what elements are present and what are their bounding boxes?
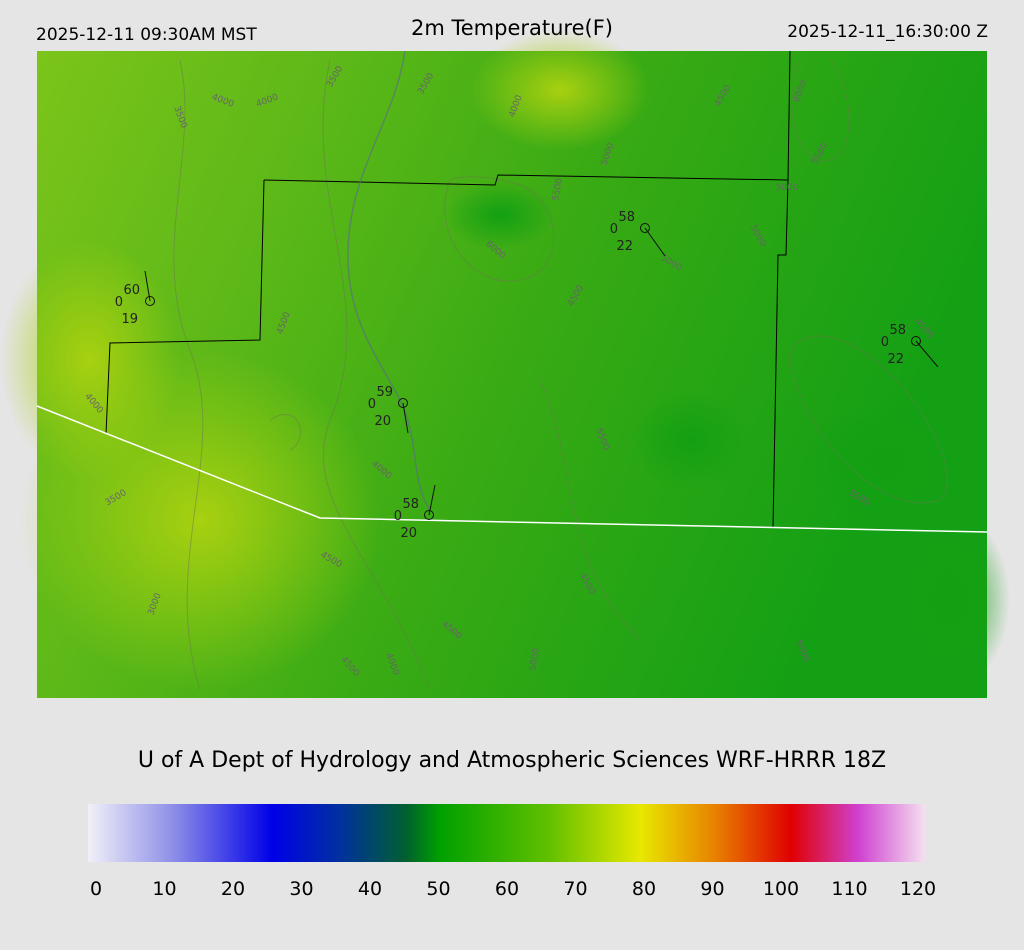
borders (105, 50, 791, 529)
highway (36, 405, 988, 533)
wind-barb (402, 402, 409, 434)
colorbar-tick-label: 70 (563, 878, 587, 900)
wind-barb (644, 227, 666, 257)
station-dewpoint: 22 (616, 239, 633, 254)
station-temp: 58 (402, 497, 419, 512)
river (347, 50, 431, 511)
colorbar-tick-label: 20 (221, 878, 245, 900)
station-wind: 0 (115, 295, 123, 310)
contour-label: 5000 (776, 183, 799, 193)
station-dewpoint: 20 (400, 526, 417, 541)
colorbar-tick-label: 40 (358, 878, 382, 900)
wind-barb (915, 340, 939, 368)
local-time: 2025-12-11 09:30AM MST (36, 25, 257, 45)
warm-area (0, 240, 180, 480)
station-wind: 0 (610, 222, 618, 237)
cool-area (800, 400, 960, 520)
contour-label: 5500 (551, 177, 565, 202)
colorbar-tick-label: 80 (632, 878, 656, 900)
cool-area (630, 390, 750, 490)
colorbar-tick-label: 50 (426, 878, 450, 900)
station-dewpoint: 22 (887, 352, 904, 367)
cool-area (890, 510, 1010, 690)
station-circle (145, 296, 155, 306)
credit: U of A Dept of Hydrology and Atmospheric… (138, 748, 886, 773)
station-dewpoint: 20 (374, 414, 391, 429)
colorbar-tick-label: 110 (831, 878, 867, 900)
colorbar-tick-label: 100 (763, 878, 799, 900)
colorbar-tick-label: 10 (152, 878, 176, 900)
station-circle (424, 510, 434, 520)
utc-time: 2025-12-11_16:30:00 Z (787, 22, 988, 42)
station-circle (640, 223, 650, 233)
colorbar-tick-label: 90 (700, 878, 724, 900)
station-temp: 59 (376, 385, 393, 400)
colorbar-ticks: 0 10 20 30 40 50 60 70 80 90 100 110 120 (90, 878, 936, 900)
colorbar (88, 804, 925, 862)
cool-area (445, 180, 555, 250)
contour-label: 5000 (528, 647, 542, 672)
station-wind: 0 (368, 397, 376, 412)
station-temp: 58 (618, 210, 635, 225)
colorbar-tick-label: 120 (900, 878, 936, 900)
station-temp: 60 (123, 283, 140, 298)
station-wind: 0 (394, 509, 402, 524)
wind-barb (428, 484, 436, 516)
warm-area (470, 30, 650, 150)
station-circle (398, 398, 408, 408)
colorbar-tick-label: 30 (289, 878, 313, 900)
wind-barb (144, 270, 151, 302)
station-dewpoint: 19 (121, 312, 138, 327)
station-circle (911, 336, 921, 346)
colorbar-tick-label: 60 (495, 878, 519, 900)
station-temp: 58 (889, 323, 906, 338)
contours (173, 59, 948, 691)
station-wind: 0 (881, 335, 889, 350)
colorbar-tick-label: 0 (90, 878, 102, 900)
